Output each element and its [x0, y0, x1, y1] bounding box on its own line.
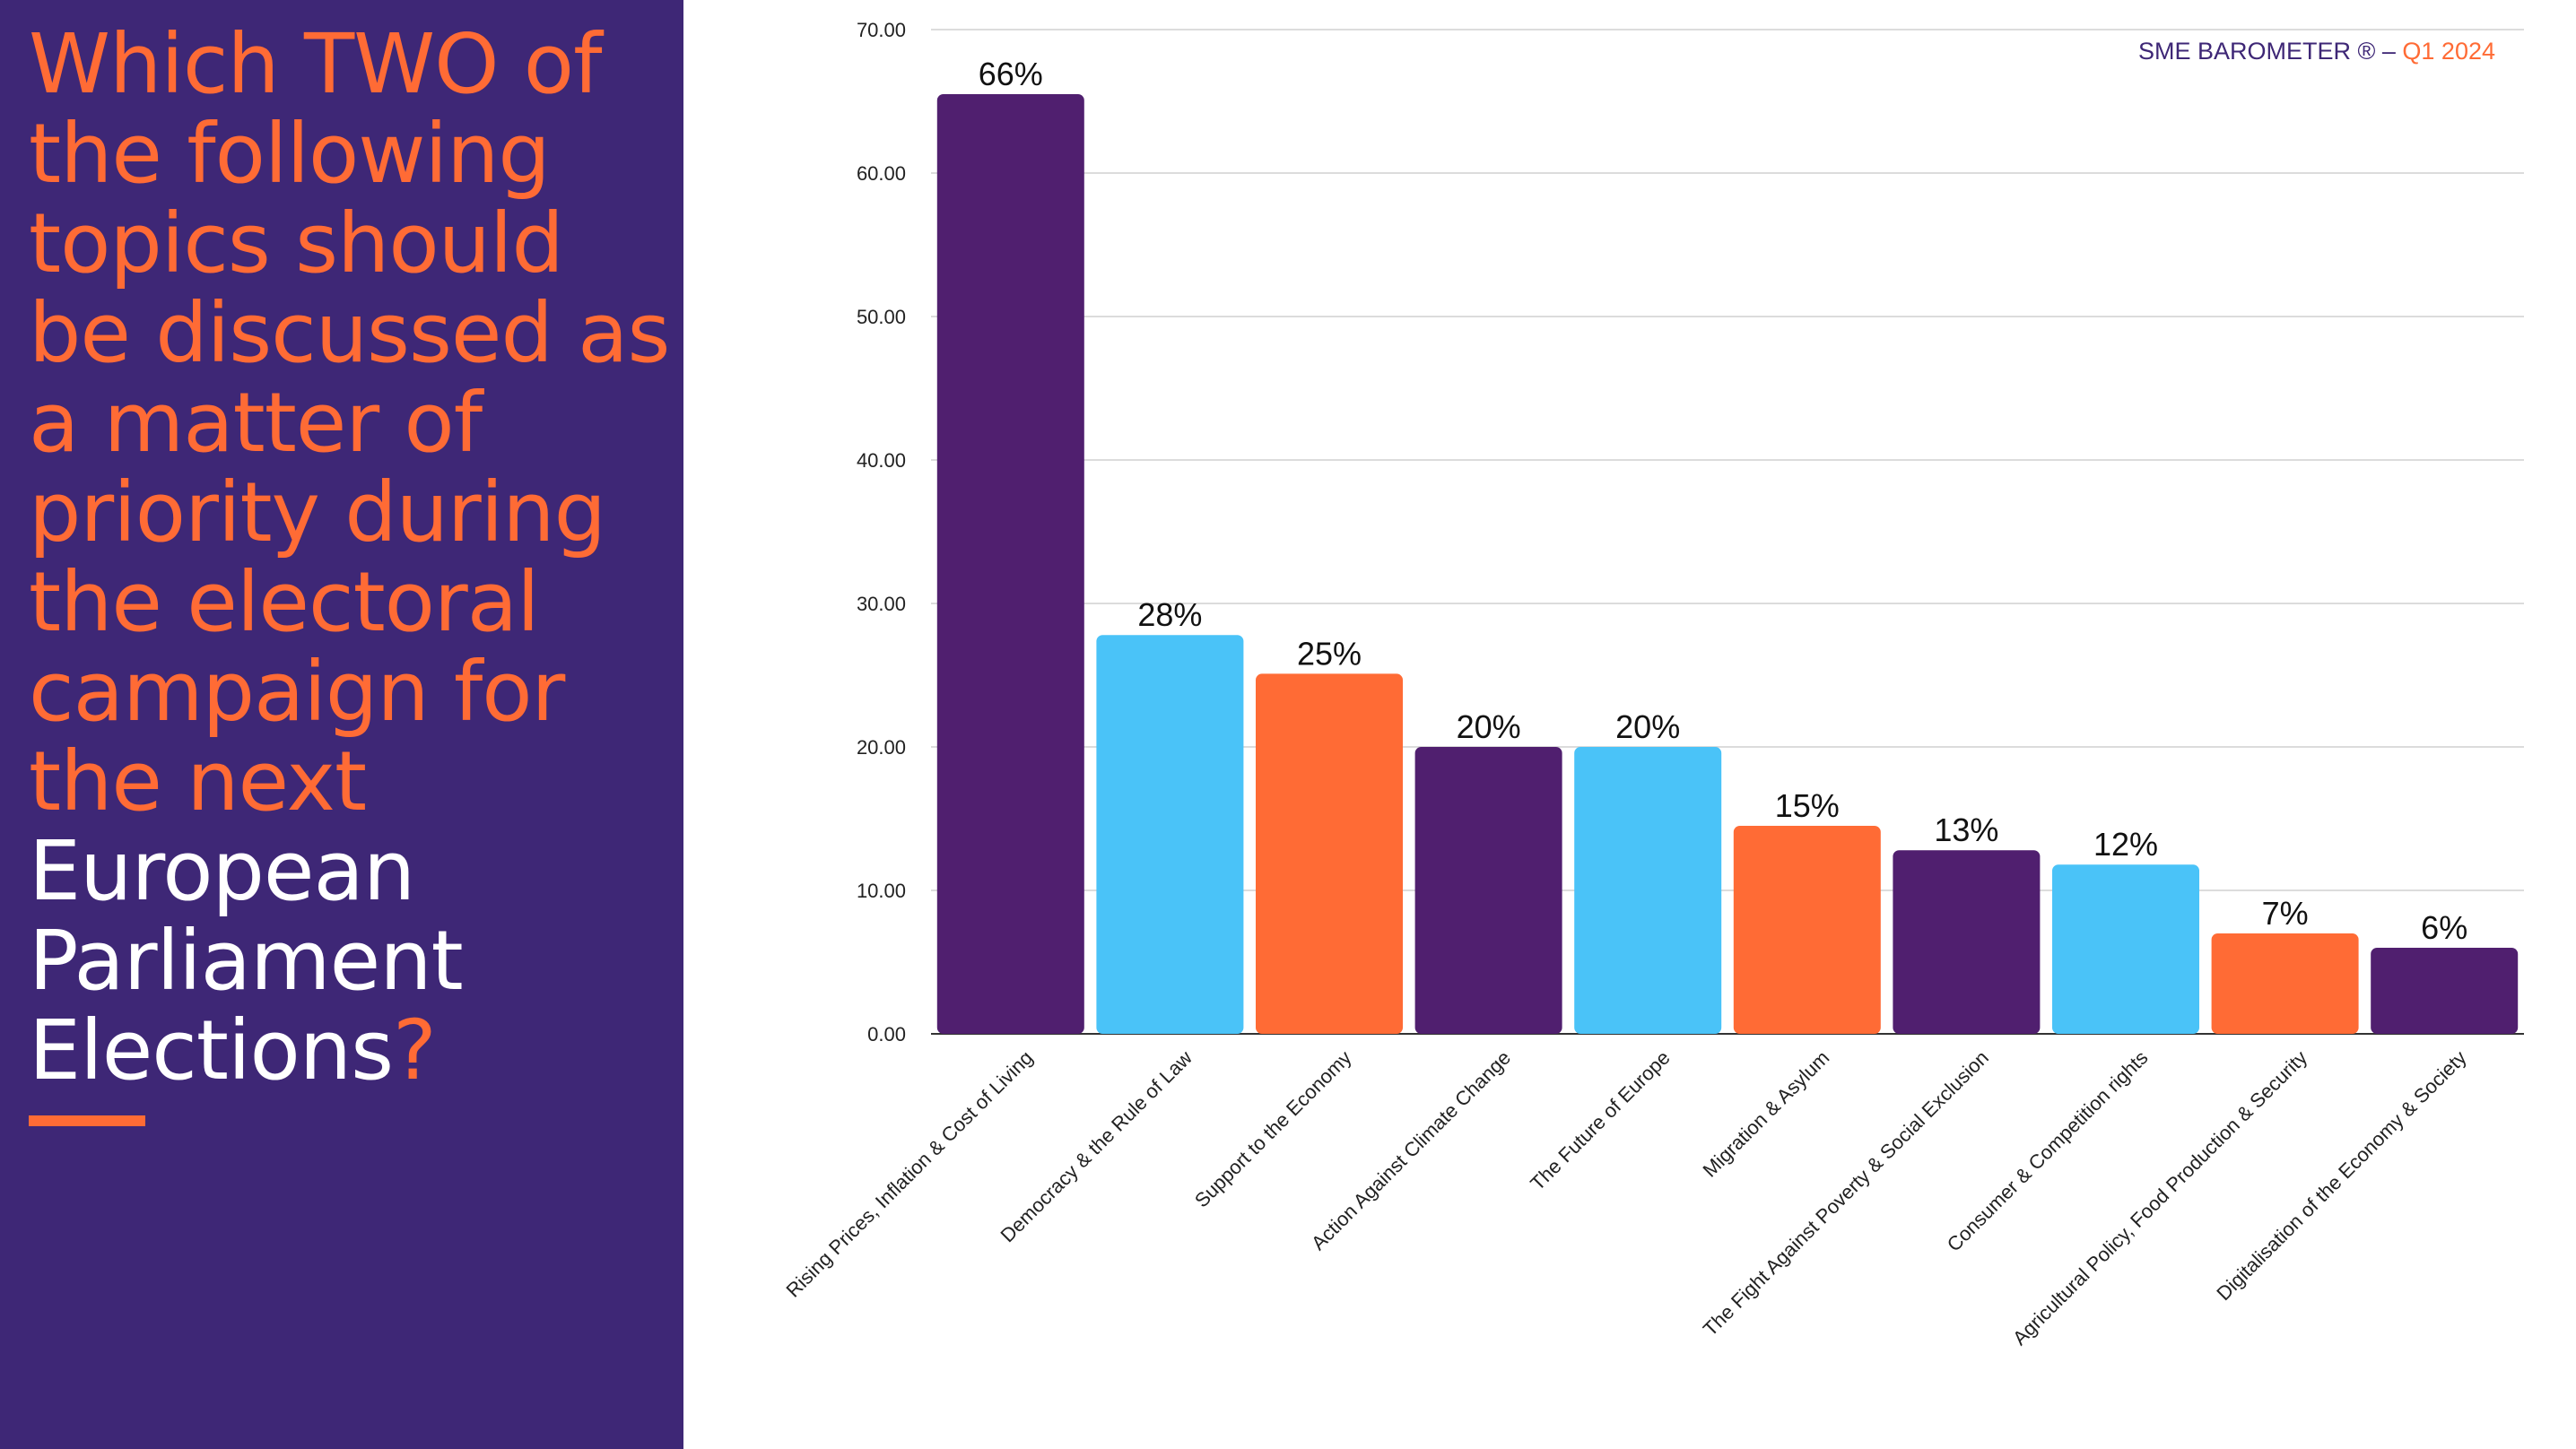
- data-label: 12%: [2093, 826, 2158, 863]
- y-tick-label: 0.00: [867, 1023, 906, 1046]
- question-highlight: European Parliament Elections: [29, 823, 464, 1098]
- accent-underline: [29, 1115, 145, 1126]
- chart-area: SME BAROMETER ® – Q1 2024 0.00 10.00 20.00…: [683, 0, 2576, 1449]
- data-label: 66%: [979, 56, 1043, 92]
- y-tick-label: 30.00: [857, 593, 906, 615]
- data-label: 13%: [1934, 811, 1998, 848]
- brand-label: SME BAROMETER ® – Q1 2024: [2138, 38, 2495, 65]
- x-tick-label: Digitalisation of the Economy & Society: [2212, 1046, 2470, 1305]
- x-tick-label: Support to the Economy: [1190, 1046, 1356, 1212]
- y-tick-label: 60.00: [857, 162, 906, 185]
- x-tick-label: Agricultural Policy, Food Production & S…: [2008, 1046, 2311, 1349]
- x-tick-label: Migration & Asylum: [1699, 1046, 1834, 1182]
- bar: [1574, 747, 1722, 1034]
- x-tick-label: The Future of Europe: [1526, 1046, 1675, 1195]
- brand-period: Q1 2024: [2402, 38, 2495, 65]
- question-mark: ?: [393, 1002, 437, 1098]
- y-tick-label: 10.00: [857, 880, 906, 902]
- bar: [1414, 747, 1562, 1034]
- y-tick-label: 70.00: [857, 19, 906, 41]
- bar: [2371, 948, 2519, 1034]
- y-tick-label: 20.00: [857, 736, 906, 759]
- bar: [1733, 826, 1881, 1034]
- bar: [1096, 635, 1244, 1034]
- bar: [1256, 673, 1403, 1034]
- bar-chart: 0.00 10.00 20.00 30.00 40.00 50.00 60.00 70.00 6…: [781, 19, 2524, 1349]
- data-label: 25%: [1297, 635, 1362, 672]
- y-tick-label: 50.00: [857, 306, 906, 328]
- bar: [2052, 864, 2199, 1034]
- data-label: 20%: [1615, 708, 1680, 745]
- question-title: Which TWO of the following topics should…: [29, 20, 674, 1096]
- data-label: 6%: [2421, 909, 2467, 946]
- bar: [2211, 933, 2359, 1034]
- bar: [936, 94, 1084, 1034]
- brand-separator: –: [2375, 38, 2403, 65]
- question-panel: Which TWO of the following topics should…: [0, 0, 683, 1449]
- y-tick-label: 40.00: [857, 449, 906, 472]
- x-tick-label: Democracy & the Rule of Law: [996, 1046, 1197, 1247]
- data-label: 7%: [2262, 895, 2309, 932]
- data-label: 20%: [1457, 708, 1521, 745]
- question-text: Which TWO of the following topics should…: [29, 16, 670, 829]
- brand-name: SME BAROMETER ®: [2137, 38, 2376, 65]
- bar: [1893, 850, 2041, 1034]
- x-tick-label: The Fight Against Poverty & Social Exclu…: [1699, 1046, 1993, 1341]
- x-tick-label: Rising Prices, Inflation & Cost of Livin…: [781, 1046, 1037, 1302]
- data-label: 28%: [1137, 596, 1202, 633]
- data-label: 15%: [1775, 787, 1840, 824]
